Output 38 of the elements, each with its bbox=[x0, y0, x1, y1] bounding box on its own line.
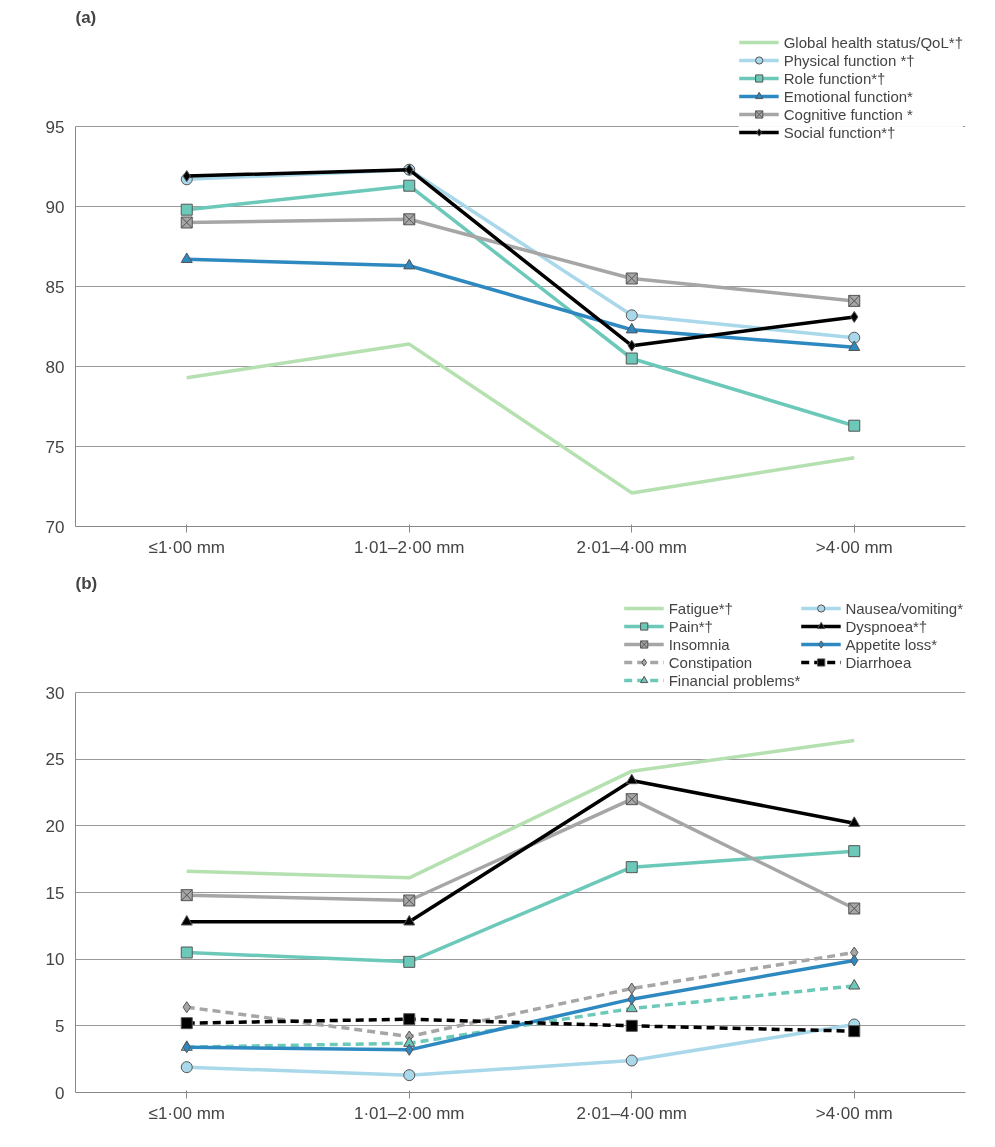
y-tick-label: 75 bbox=[45, 437, 65, 457]
y-tick-label: 95 bbox=[45, 117, 65, 137]
x-tick-label: 1·01–2·00 mm bbox=[353, 1103, 465, 1123]
y-tick-label: 5 bbox=[55, 1016, 65, 1036]
legend-label: Physical function *† bbox=[783, 51, 915, 69]
y-tick-label: 70 bbox=[45, 517, 65, 537]
x-tick-label: 2·01–4·00 mm bbox=[576, 537, 688, 557]
legend-label: Insomnia bbox=[668, 635, 730, 653]
y-tick-label: 10 bbox=[45, 950, 65, 970]
y-tick-label: 25 bbox=[45, 750, 65, 770]
legend-label: Pain*† bbox=[668, 617, 713, 635]
legend-label: Diarrhoea bbox=[845, 653, 912, 671]
y-tick-label: 85 bbox=[45, 277, 65, 297]
x-tick-label: 1·01–2·00 mm bbox=[353, 537, 465, 557]
legend-label: Constipation bbox=[668, 653, 753, 671]
legend-label: Appetite loss* bbox=[845, 635, 938, 653]
legend-label: Social function*† bbox=[783, 123, 896, 141]
legend-label: Nausea/vomiting* bbox=[845, 599, 963, 617]
legend-label: Role function*† bbox=[783, 69, 886, 87]
y-tick-label: 90 bbox=[45, 197, 65, 217]
x-tick-label: >4·00 mm bbox=[815, 1103, 893, 1123]
y-tick-label: 30 bbox=[45, 683, 65, 703]
x-tick-label: >4·00 mm bbox=[815, 537, 893, 557]
x-tick-label: ≤1·00 mm bbox=[148, 1103, 225, 1123]
x-tick-label: 2·01–4·00 mm bbox=[576, 1103, 688, 1123]
legend-label: Dyspnoea*† bbox=[845, 617, 928, 635]
x-tick-label: ≤1·00 mm bbox=[148, 537, 225, 557]
legend-label: Financial problems* bbox=[668, 671, 801, 689]
y-tick-label: 15 bbox=[45, 883, 65, 903]
y-tick-label: 80 bbox=[45, 357, 65, 377]
y-tick-label: 20 bbox=[45, 816, 65, 836]
legend-label: Fatigue*† bbox=[668, 599, 733, 617]
legend-label: Cognitive function * bbox=[783, 105, 913, 123]
legend-label: Global health status/QoL*† bbox=[783, 33, 963, 51]
y-tick-label: 0 bbox=[55, 1083, 65, 1103]
chart-title: (b) bbox=[75, 573, 98, 593]
chart-title: (a) bbox=[75, 7, 97, 27]
legend-label: Emotional function* bbox=[783, 87, 913, 105]
